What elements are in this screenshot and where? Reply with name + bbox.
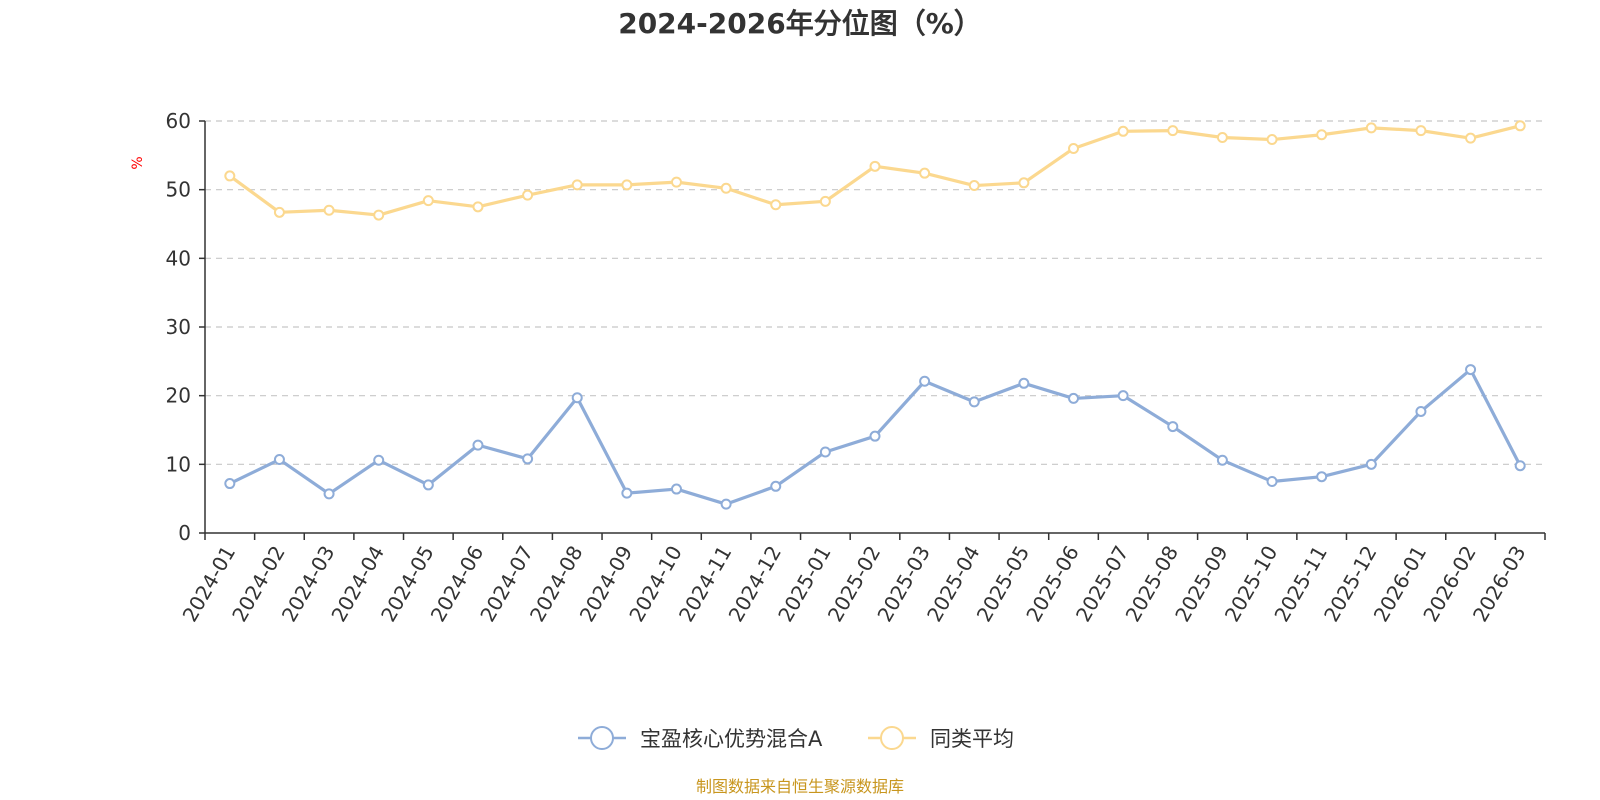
data-point[interactable] (1068, 142, 1080, 154)
data-point[interactable] (224, 170, 236, 182)
data-point[interactable] (670, 176, 682, 188)
y-tick-label: 60 (166, 109, 191, 133)
series-1 (224, 120, 1526, 221)
data-point[interactable] (1117, 125, 1129, 137)
data-point[interactable] (323, 488, 335, 500)
data-point[interactable] (1216, 131, 1228, 143)
data-point[interactable] (472, 201, 484, 213)
data-point[interactable] (1068, 392, 1080, 404)
data-point[interactable] (720, 498, 732, 510)
data-point[interactable] (273, 206, 285, 218)
data-point[interactable] (720, 182, 732, 194)
data-point[interactable] (571, 392, 583, 404)
data-point[interactable] (1465, 364, 1477, 376)
data-point[interactable] (770, 199, 782, 211)
data-point[interactable] (1266, 476, 1278, 487)
data-point[interactable] (1117, 390, 1129, 402)
grid-lines (205, 120, 1545, 465)
data-point[interactable] (522, 453, 534, 465)
data-point[interactable] (1167, 125, 1179, 137)
data-point[interactable] (1167, 421, 1179, 433)
y-tick-label: 40 (166, 246, 191, 270)
data-point[interactable] (472, 439, 484, 451)
data-point[interactable] (373, 209, 385, 221)
data-point[interactable] (968, 396, 980, 408)
data-point[interactable] (224, 478, 236, 490)
data-point[interactable] (323, 204, 335, 216)
data-point[interactable] (1514, 120, 1526, 132)
data-point[interactable] (422, 479, 434, 491)
data-point[interactable] (1365, 122, 1377, 134)
data-point[interactable] (1018, 177, 1030, 189)
data-point[interactable] (1415, 405, 1427, 417)
data-point[interactable] (869, 160, 881, 172)
y-axis-unit-label: % (130, 156, 146, 169)
data-point[interactable] (770, 480, 782, 492)
series-0 (224, 364, 1526, 510)
axes: 01020304050602024-012024-022024-032024-0… (166, 109, 1546, 626)
data-point[interactable] (373, 454, 385, 466)
legend[interactable]: 宝盈核心优势混合A 同类平均 (578, 726, 1014, 751)
data-point[interactable] (1018, 377, 1030, 389)
data-point[interactable] (1266, 134, 1278, 146)
data-point[interactable] (670, 483, 682, 495)
y-tick-label: 20 (166, 384, 191, 408)
data-point[interactable] (1514, 460, 1526, 472)
y-tick-label: 10 (166, 452, 191, 476)
data-point[interactable] (819, 195, 831, 207)
chart-title: 2024-2026年分位图（%） (618, 7, 982, 40)
data-point[interactable] (1316, 129, 1328, 141)
data-point[interactable] (1465, 132, 1477, 144)
series-layer (224, 120, 1526, 510)
data-point[interactable] (919, 375, 931, 387)
legend-label: 宝盈核心优势混合A (640, 727, 823, 751)
data-point[interactable] (1365, 458, 1377, 470)
data-point[interactable] (571, 179, 583, 191)
data-point[interactable] (968, 180, 980, 192)
legend-marker (590, 726, 614, 750)
data-point[interactable] (522, 189, 534, 201)
y-tick-label: 50 (166, 178, 191, 202)
data-point[interactable] (621, 487, 633, 499)
data-point[interactable] (1316, 471, 1328, 483)
legend-item-1[interactable]: 同类平均 (868, 726, 1014, 751)
y-tick-label: 30 (166, 315, 191, 339)
data-point[interactable] (1216, 454, 1228, 466)
data-point[interactable] (422, 195, 434, 207)
legend-label: 同类平均 (930, 727, 1014, 751)
data-point[interactable] (869, 430, 881, 442)
legend-item-0[interactable]: 宝盈核心优势混合A (578, 726, 823, 751)
data-point[interactable] (621, 179, 633, 191)
legend-marker (880, 726, 904, 750)
data-point[interactable] (919, 167, 931, 179)
data-source-note: 制图数据来自恒生聚源数据库 (696, 777, 904, 796)
y-tick-label: 0 (178, 521, 191, 545)
data-point[interactable] (1415, 125, 1427, 137)
data-point[interactable] (819, 446, 831, 458)
data-point[interactable] (273, 454, 285, 466)
